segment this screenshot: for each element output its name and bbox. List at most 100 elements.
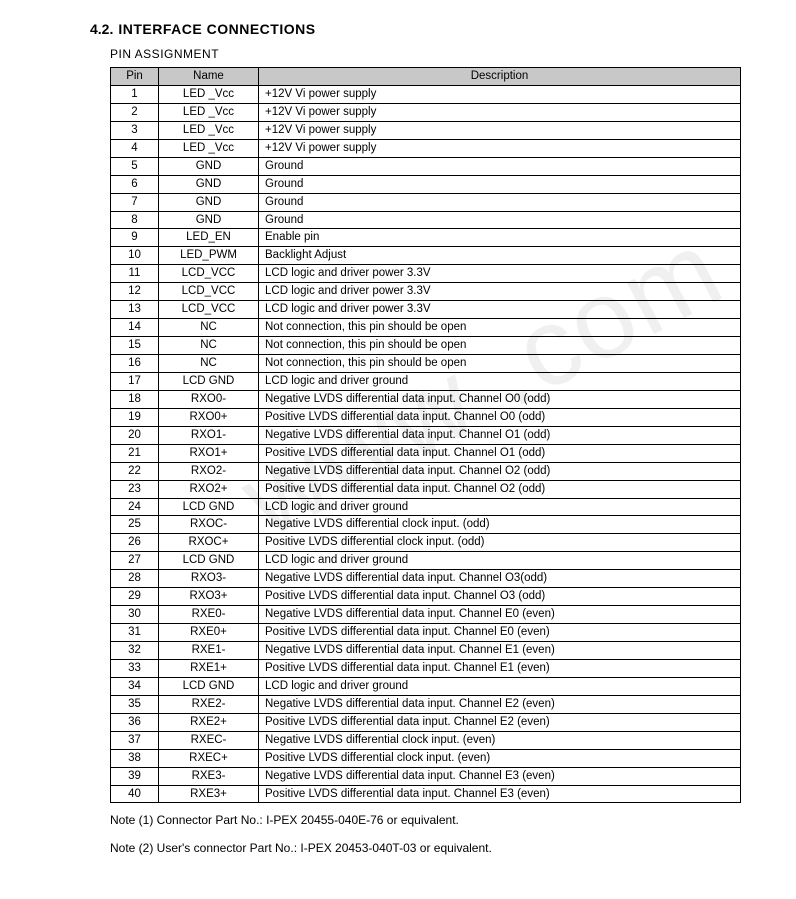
cell-name: LCD_VCC [159,265,259,283]
cell-pin: 16 [111,355,159,373]
table-row: 36RXE2+Positive LVDS differential data i… [111,713,741,731]
cell-pin: 4 [111,139,159,157]
cell-description: Negative LVDS differential clock input. … [259,516,741,534]
cell-name: GND [159,193,259,211]
table-row: 27LCD GNDLCD logic and driver ground [111,552,741,570]
cell-name: RXO3- [159,570,259,588]
cell-name: RXEC+ [159,749,259,767]
cell-pin: 29 [111,588,159,606]
cell-pin: 33 [111,659,159,677]
col-header-description: Description [259,68,741,86]
cell-description: LCD logic and driver ground [259,552,741,570]
cell-name: RXO2+ [159,480,259,498]
cell-name: LCD GND [159,552,259,570]
table-row: 11LCD_VCCLCD logic and driver power 3.3V [111,265,741,283]
cell-description: Positive LVDS differential data input. C… [259,785,741,803]
cell-description: Negative LVDS differential data input. C… [259,426,741,444]
cell-pin: 24 [111,498,159,516]
table-row: 9LED_ENEnable pin [111,229,741,247]
table-row: 40RXE3+Positive LVDS differential data i… [111,785,741,803]
table-row: 14NCNot connection, this pin should be o… [111,319,741,337]
section-title: INTERFACE CONNECTIONS [118,21,315,37]
table-row: 30RXE0-Negative LVDS differential data i… [111,606,741,624]
note-2: Note (2) User's connector Part No.: I-PE… [110,841,766,855]
cell-pin: 35 [111,695,159,713]
cell-pin: 20 [111,426,159,444]
cell-name: LCD_VCC [159,301,259,319]
cell-pin: 26 [111,534,159,552]
cell-pin: 1 [111,85,159,103]
cell-name: LCD_VCC [159,283,259,301]
cell-pin: 32 [111,642,159,660]
cell-pin: 5 [111,157,159,175]
table-row: 33RXE1+Positive LVDS differential data i… [111,659,741,677]
cell-name: NC [159,319,259,337]
cell-description: Positive LVDS differential data input. C… [259,624,741,642]
cell-description: Negative LVDS differential data input. C… [259,767,741,785]
cell-description: Negative LVDS differential clock input. … [259,731,741,749]
cell-name: LCD GND [159,372,259,390]
cell-description: LCD logic and driver power 3.3V [259,265,741,283]
cell-pin: 22 [111,462,159,480]
table-row: 12LCD_VCCLCD logic and driver power 3.3V [111,283,741,301]
table-row: 5GNDGround [111,157,741,175]
cell-name: RXO3+ [159,588,259,606]
cell-name: GND [159,157,259,175]
cell-pin: 14 [111,319,159,337]
cell-pin: 37 [111,731,159,749]
cell-name: LED _Vcc [159,103,259,121]
table-row: 17LCD GNDLCD logic and driver ground [111,372,741,390]
cell-description: Positive LVDS differential data input. C… [259,480,741,498]
table-row: 21RXO1+Positive LVDS differential data i… [111,444,741,462]
cell-name: RXE1- [159,642,259,660]
cell-pin: 25 [111,516,159,534]
table-row: 34LCD GNDLCD logic and driver ground [111,677,741,695]
cell-pin: 15 [111,337,159,355]
cell-name: RXOC+ [159,534,259,552]
cell-name: RXO0+ [159,408,259,426]
cell-description: Positive LVDS differential data input. C… [259,588,741,606]
cell-pin: 38 [111,749,159,767]
cell-pin: 19 [111,408,159,426]
cell-name: RXE2- [159,695,259,713]
cell-description: Positive LVDS differential clock input. … [259,749,741,767]
cell-name: LED_PWM [159,247,259,265]
note-1: Note (1) Connector Part No.: I-PEX 20455… [110,813,766,827]
table-row: 19RXO0+Positive LVDS differential data i… [111,408,741,426]
table-row: 13LCD_VCCLCD logic and driver power 3.3V [111,301,741,319]
cell-description: LCD logic and driver power 3.3V [259,283,741,301]
cell-name: RXO2- [159,462,259,480]
cell-pin: 6 [111,175,159,193]
table-row: 15NCNot connection, this pin should be o… [111,337,741,355]
cell-name: NC [159,355,259,373]
table-row: 28RXO3-Negative LVDS differential data i… [111,570,741,588]
table-row: 37RXEC-Negative LVDS differential clock … [111,731,741,749]
cell-description: Ground [259,193,741,211]
cell-name: GND [159,211,259,229]
cell-pin: 18 [111,390,159,408]
cell-description: Negative LVDS differential data input. C… [259,570,741,588]
cell-name: RXE1+ [159,659,259,677]
cell-description: Positive LVDS differential data input. C… [259,444,741,462]
pin-table-wrap: Pin Name Description 1LED _Vcc+12V Vi po… [30,67,766,803]
cell-pin: 11 [111,265,159,283]
table-row: 20RXO1-Negative LVDS differential data i… [111,426,741,444]
table-row: 4LED _Vcc+12V Vi power supply [111,139,741,157]
cell-name: RXE2+ [159,713,259,731]
cell-description: Positive LVDS differential data input. C… [259,408,741,426]
table-row: 10LED_PWMBacklight Adjust [111,247,741,265]
section-heading: 4.2. INTERFACE CONNECTIONS [30,18,766,39]
cell-description: +12V Vi power supply [259,85,741,103]
cell-name: RXOC- [159,516,259,534]
cell-description: LCD logic and driver ground [259,677,741,695]
cell-description: Positive LVDS differential data input. C… [259,713,741,731]
table-row: 3LED _Vcc+12V Vi power supply [111,121,741,139]
cell-description: Negative LVDS differential data input. C… [259,390,741,408]
table-row: 16NCNot connection, this pin should be o… [111,355,741,373]
cell-name: RXEC- [159,731,259,749]
cell-pin: 21 [111,444,159,462]
pin-assignment-table: Pin Name Description 1LED _Vcc+12V Vi po… [110,67,741,803]
cell-pin: 13 [111,301,159,319]
table-row: 6GNDGround [111,175,741,193]
table-row: 2LED _Vcc+12V Vi power supply [111,103,741,121]
